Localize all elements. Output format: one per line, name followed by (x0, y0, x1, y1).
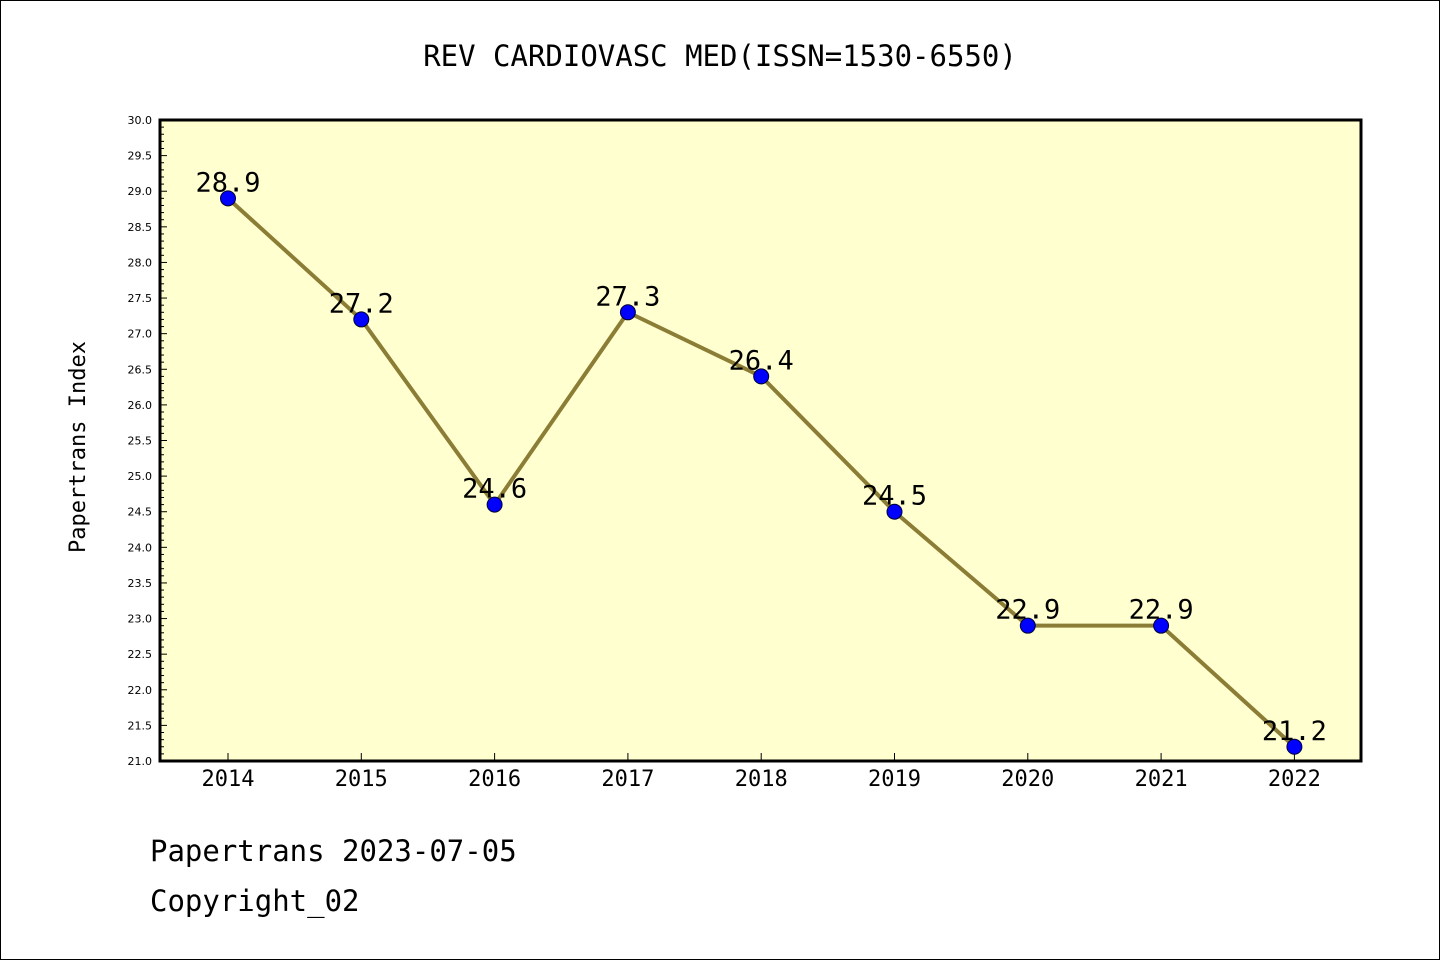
data-point-marker (353, 311, 370, 328)
data-label: 24.5 (862, 481, 927, 512)
y-tick-label: 25.5 (128, 435, 153, 448)
y-tick-label: 23.5 (128, 577, 153, 590)
y-tick-label: 25.0 (128, 470, 153, 483)
footer-date-text: Papertrans 2023-07-05 (150, 834, 517, 868)
x-tick-label: 2019 (868, 767, 921, 792)
data-point-marker (619, 304, 636, 321)
data-point-marker (1286, 738, 1303, 755)
x-tick-label: 2017 (601, 767, 654, 792)
data-point-marker (486, 496, 503, 513)
y-tick-label: 22.0 (128, 684, 153, 697)
data-point-marker (1153, 617, 1170, 634)
data-point-marker (1019, 617, 1036, 634)
data-label: 26.4 (729, 345, 794, 376)
chart-title: REV CARDIOVASC MED(ISSN=1530-6550) (423, 39, 1017, 73)
y-tick-label: 22.5 (128, 648, 153, 661)
y-tick-label: 24.5 (128, 506, 153, 519)
y-tick-label: 29.5 (128, 150, 153, 163)
data-point-marker (886, 503, 903, 520)
x-tick-label: 2022 (1268, 767, 1321, 792)
y-tick-label: 28.5 (128, 221, 153, 234)
y-tick-label: 24.0 (128, 541, 153, 554)
x-tick-label: 2014 (202, 767, 255, 792)
plot-area (158, 118, 1363, 763)
y-tick-label: 21.0 (128, 755, 153, 768)
data-point-marker (220, 190, 236, 207)
x-axis-ticks: 2014 2015 2016 2017 2018 2019 2020 2021 2022 (202, 753, 1321, 792)
x-tick-label: 2016 (468, 767, 521, 792)
series-group: 28.9 27.2 24.6 27.3 26.4 24.5 22.9 22.9 21.2 (195, 167, 1327, 755)
x-tick-label: 2018 (735, 767, 788, 792)
data-label: 24.6 (462, 474, 527, 505)
data-label: 27.3 (595, 281, 660, 312)
data-label: 22.9 (1129, 595, 1194, 626)
y-tick-label: 30.0 (128, 114, 153, 127)
x-tick-label: 2020 (1001, 767, 1054, 792)
y-tick-label: 23.0 (128, 613, 153, 626)
data-label: 28.9 (195, 167, 260, 198)
data-label: 21.2 (1262, 716, 1327, 747)
y-tick-label: 21.5 (128, 719, 153, 732)
y-tick-label: 27.5 (128, 292, 153, 305)
y-axis-label: Papertrans Index (66, 341, 91, 553)
data-label: 27.2 (329, 288, 394, 319)
x-tick-label: 2021 (1135, 767, 1188, 792)
y-tick-label: 27.0 (128, 328, 153, 341)
data-point-marker (753, 368, 770, 385)
y-tick-label: 28.0 (128, 256, 153, 269)
y-tick-label: 29.0 (128, 185, 153, 198)
y-tick-label: 26.5 (128, 363, 153, 376)
data-label: 22.9 (995, 595, 1060, 626)
y-tick-label: 26.0 (128, 399, 153, 412)
x-tick-label: 2015 (335, 767, 388, 792)
y-axis-ticks: 21.0 21.5 22.0 22.5 23.0 23.5 24.0 24.5 25.0 25.5… (128, 114, 167, 768)
footer-copyright-text: Copyright_02 (150, 884, 360, 918)
